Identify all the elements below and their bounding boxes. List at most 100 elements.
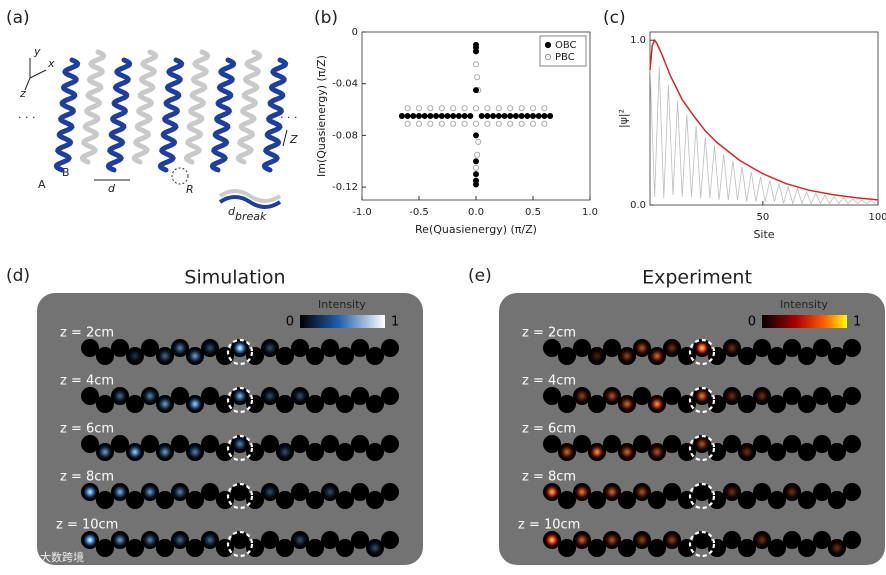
data-line bbox=[649, 64, 876, 205]
waveguide-site bbox=[291, 339, 309, 357]
intensity-spot bbox=[665, 533, 679, 547]
excitation-marker bbox=[688, 530, 716, 558]
waveguide-site bbox=[633, 435, 651, 453]
waveguide-site bbox=[708, 491, 726, 509]
break-sketch bbox=[218, 189, 282, 203]
data-point bbox=[415, 113, 422, 120]
intensity-spot bbox=[143, 485, 157, 499]
row-label: z = 10cm bbox=[56, 518, 118, 533]
data-point bbox=[472, 48, 479, 55]
waveguide-site bbox=[543, 339, 561, 357]
data-point bbox=[507, 113, 514, 120]
waveguide-site bbox=[336, 443, 354, 461]
data-point bbox=[438, 120, 445, 127]
data-point bbox=[507, 120, 514, 127]
excitation-marker bbox=[226, 338, 254, 366]
data-point bbox=[530, 105, 537, 112]
waveguide-site bbox=[648, 539, 666, 557]
data-point bbox=[427, 105, 434, 112]
intensity-spot bbox=[650, 397, 664, 411]
intensity-spot bbox=[173, 341, 187, 355]
waveguide-site bbox=[588, 395, 606, 413]
waveguide-site bbox=[96, 539, 114, 557]
intensity-spot bbox=[575, 485, 589, 499]
waveguide-site bbox=[276, 491, 294, 509]
intensity-spot bbox=[725, 485, 739, 499]
row-label: z = 10cm bbox=[518, 518, 580, 533]
ellipsis: · · · bbox=[280, 111, 297, 124]
waveguide-site bbox=[708, 395, 726, 413]
waveguide-site bbox=[156, 491, 174, 509]
data-point bbox=[404, 120, 411, 127]
intensity-spot bbox=[575, 389, 589, 403]
waveguide-site bbox=[336, 491, 354, 509]
data-point bbox=[450, 120, 457, 127]
waveguide-site bbox=[366, 347, 384, 365]
colorbar-min: 0 bbox=[748, 315, 756, 330]
intensity-spot bbox=[740, 445, 754, 459]
colorbar-min: 0 bbox=[286, 315, 294, 330]
waveguide-site bbox=[738, 347, 756, 365]
waveguide-site bbox=[783, 435, 801, 453]
panel-label: (c) bbox=[603, 8, 626, 28]
intensity-spot bbox=[113, 389, 127, 403]
waveguide-site bbox=[366, 491, 384, 509]
helix-waveguide bbox=[235, 49, 263, 165]
row-label: z = 2cm bbox=[60, 326, 114, 341]
waveguide-site bbox=[216, 539, 234, 557]
intensity-spot bbox=[590, 349, 604, 363]
intensity-spot bbox=[605, 533, 619, 547]
row-label: z = 6cm bbox=[522, 422, 576, 437]
intensity-spot bbox=[725, 389, 739, 403]
waveguide-site bbox=[813, 435, 831, 453]
waveguide-site bbox=[558, 491, 576, 509]
waveguide-site bbox=[678, 395, 696, 413]
intensity-spot bbox=[293, 389, 307, 403]
waveguide-site bbox=[843, 387, 861, 405]
helix-waveguide bbox=[131, 49, 159, 165]
waveguide-site bbox=[306, 395, 324, 413]
axis-arrow bbox=[29, 69, 47, 79]
waveguide-site bbox=[381, 339, 399, 357]
waveguide-site bbox=[708, 347, 726, 365]
waveguide-site bbox=[246, 539, 264, 557]
waveguide-site bbox=[291, 483, 309, 501]
intensity-spot bbox=[605, 389, 619, 403]
waveguide-site bbox=[186, 491, 204, 509]
waveguide-site bbox=[618, 539, 636, 557]
data-point bbox=[472, 120, 479, 127]
waveguide-site bbox=[231, 483, 249, 501]
waveguide-site bbox=[381, 435, 399, 453]
x-tick-label: 100 bbox=[868, 212, 886, 223]
waveguide-site bbox=[813, 387, 831, 405]
waveguide-site bbox=[558, 395, 576, 413]
intensity-spot bbox=[83, 485, 97, 499]
waveguide-site bbox=[171, 435, 189, 453]
site-label: B bbox=[62, 166, 70, 179]
waveguide-site bbox=[306, 443, 324, 461]
colorbar bbox=[300, 315, 385, 328]
intensity-spot bbox=[323, 485, 337, 499]
waveguide-site bbox=[171, 387, 189, 405]
intensity-spot bbox=[560, 445, 574, 459]
waveguide-site bbox=[246, 443, 264, 461]
waveguide-site bbox=[633, 387, 651, 405]
intensity-spot bbox=[173, 485, 187, 499]
data-point bbox=[484, 105, 491, 112]
data-point bbox=[455, 113, 462, 120]
waveguide-site bbox=[96, 395, 114, 413]
data-point bbox=[474, 74, 481, 81]
waveguide-site bbox=[96, 491, 114, 509]
ellipsis: · · · bbox=[18, 111, 35, 124]
intensity-spot bbox=[785, 485, 799, 499]
panel-label: (b) bbox=[314, 8, 338, 28]
waveguide-site bbox=[381, 483, 399, 501]
data-point bbox=[450, 113, 457, 120]
waveguide-site bbox=[321, 387, 339, 405]
waveguide-site bbox=[351, 339, 369, 357]
intensity-spot bbox=[233, 437, 247, 451]
data-point bbox=[495, 120, 502, 127]
data-point bbox=[427, 113, 434, 120]
data-point bbox=[518, 105, 525, 112]
